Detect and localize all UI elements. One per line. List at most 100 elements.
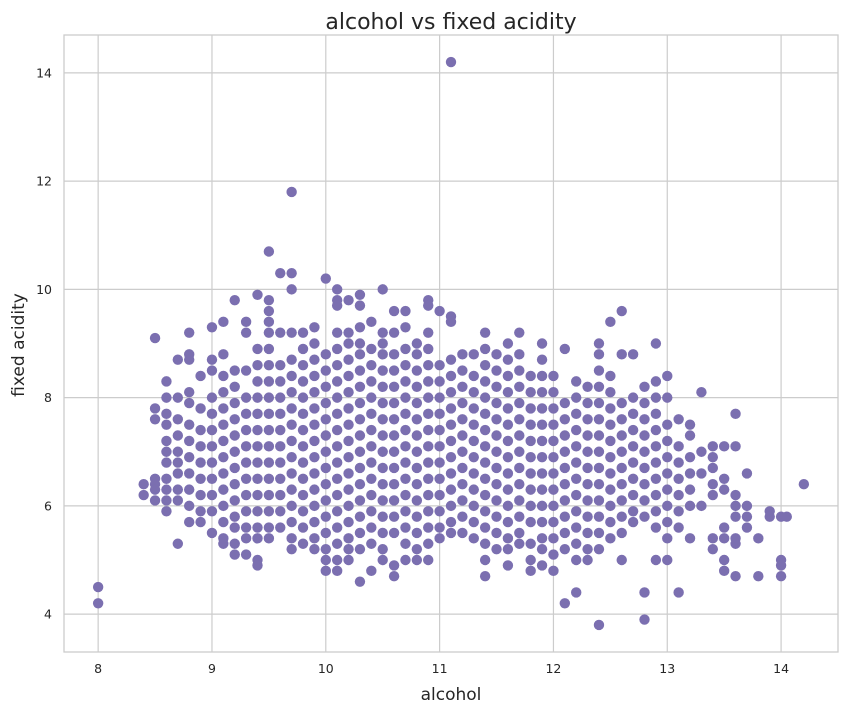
data-point bbox=[662, 392, 673, 403]
data-point bbox=[571, 554, 582, 566]
data-point bbox=[593, 338, 605, 349]
y-tick-label: 10 bbox=[36, 282, 52, 297]
data-point bbox=[343, 533, 354, 544]
data-point bbox=[377, 511, 388, 522]
data-point bbox=[354, 495, 366, 506]
data-point bbox=[286, 419, 297, 430]
data-point bbox=[309, 543, 320, 555]
data-point bbox=[423, 441, 434, 452]
data-point bbox=[229, 365, 240, 376]
data-point bbox=[240, 392, 252, 403]
data-point bbox=[252, 522, 263, 533]
data-point bbox=[582, 430, 593, 441]
data-point bbox=[343, 403, 354, 414]
data-point bbox=[571, 506, 582, 517]
data-point bbox=[331, 327, 343, 338]
data-point bbox=[331, 441, 343, 452]
data-point bbox=[400, 343, 411, 355]
data-point bbox=[593, 511, 605, 522]
data-point bbox=[331, 424, 343, 436]
data-point bbox=[514, 479, 525, 490]
data-point bbox=[468, 451, 479, 463]
data-point bbox=[354, 576, 366, 587]
data-point bbox=[582, 414, 593, 425]
data-point bbox=[229, 479, 240, 490]
data-point bbox=[275, 522, 286, 533]
data-point bbox=[388, 560, 400, 571]
data-point bbox=[639, 511, 650, 522]
data-point bbox=[571, 489, 582, 501]
data-point bbox=[229, 495, 240, 506]
data-point bbox=[616, 414, 627, 425]
data-point bbox=[240, 549, 252, 560]
data-point bbox=[240, 522, 252, 533]
data-point bbox=[536, 543, 548, 555]
data-point bbox=[627, 473, 639, 485]
data-point bbox=[548, 419, 559, 430]
data-point bbox=[536, 533, 548, 544]
data-point bbox=[423, 392, 434, 403]
data-point bbox=[525, 516, 536, 528]
data-point bbox=[343, 554, 354, 566]
data-point bbox=[206, 473, 218, 485]
data-point bbox=[662, 451, 673, 463]
data-point bbox=[275, 457, 286, 468]
data-point bbox=[707, 441, 718, 452]
data-point bbox=[297, 489, 309, 501]
data-point bbox=[354, 349, 366, 360]
data-point bbox=[286, 451, 297, 463]
data-point bbox=[571, 522, 582, 533]
data-point bbox=[741, 511, 753, 522]
data-point bbox=[434, 392, 445, 403]
data-point bbox=[286, 435, 297, 447]
data-point bbox=[468, 533, 479, 544]
data-point bbox=[627, 441, 639, 452]
data-point bbox=[434, 533, 445, 544]
data-point bbox=[252, 392, 263, 403]
data-point bbox=[400, 538, 411, 549]
data-point bbox=[411, 543, 423, 555]
data-point bbox=[571, 441, 582, 452]
data-point bbox=[263, 522, 275, 533]
data-point bbox=[309, 370, 320, 382]
data-point bbox=[388, 462, 400, 474]
data-point bbox=[400, 522, 411, 533]
data-point bbox=[331, 376, 343, 387]
y-tick-label: 12 bbox=[36, 174, 52, 189]
data-point bbox=[263, 441, 275, 452]
data-point bbox=[218, 387, 229, 398]
data-point bbox=[639, 446, 650, 457]
data-point bbox=[650, 489, 662, 501]
data-point bbox=[673, 506, 684, 517]
data-point bbox=[343, 468, 354, 479]
data-point bbox=[388, 446, 400, 457]
data-point bbox=[411, 430, 423, 441]
data-point bbox=[605, 500, 616, 512]
data-point bbox=[286, 186, 297, 198]
data-point bbox=[377, 349, 388, 360]
data-point bbox=[286, 284, 297, 295]
data-point bbox=[184, 419, 195, 430]
data-point bbox=[627, 349, 639, 360]
data-point bbox=[161, 408, 172, 420]
data-point bbox=[172, 457, 184, 468]
data-point bbox=[781, 511, 792, 522]
data-point bbox=[377, 446, 388, 457]
data-point bbox=[161, 392, 172, 403]
data-point bbox=[491, 446, 502, 457]
data-point bbox=[536, 500, 548, 512]
data-point bbox=[514, 462, 525, 474]
data-point bbox=[605, 435, 616, 447]
y-tick-label: 14 bbox=[36, 65, 52, 80]
data-point bbox=[286, 533, 297, 544]
data-point bbox=[479, 522, 491, 533]
data-point bbox=[218, 370, 229, 382]
data-point bbox=[206, 365, 218, 376]
data-point bbox=[286, 354, 297, 365]
data-point bbox=[559, 598, 571, 609]
data-point bbox=[684, 500, 696, 512]
data-point bbox=[354, 430, 366, 441]
x-tick-label: 10 bbox=[318, 661, 334, 676]
data-point bbox=[252, 441, 263, 452]
data-point bbox=[718, 441, 730, 452]
